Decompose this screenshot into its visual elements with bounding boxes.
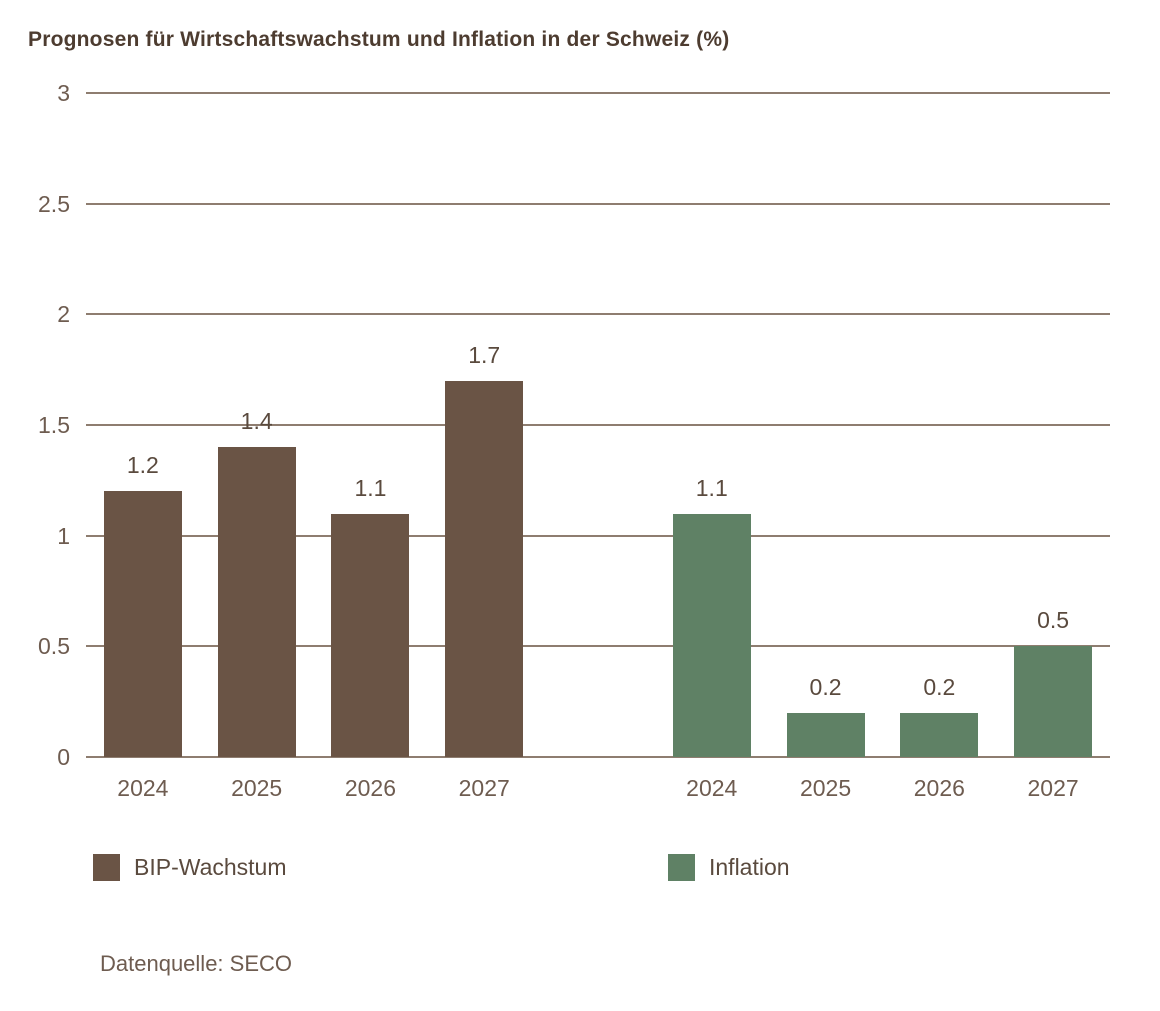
x-axis-tick-label-inflation-2026: 2026 bbox=[913, 775, 965, 801]
value-label-inflation-2027: 0.5 bbox=[1037, 607, 1070, 634]
source-note: Datenquelle: SECO bbox=[100, 951, 292, 976]
gridline bbox=[86, 92, 1110, 94]
legend-swatch-bip-wachstum bbox=[93, 853, 120, 881]
value-label-bip-wachstum-2027: 1.7 bbox=[468, 341, 501, 368]
bar-bip-wachstum-2026 bbox=[331, 513, 410, 757]
legend-item-bip-wachstum: BIP-Wachstum bbox=[93, 853, 287, 881]
y-axis-tick-label: 0.5 bbox=[38, 633, 70, 660]
y-axis-tick-label: 2 bbox=[57, 301, 70, 328]
y-axis-tick-label: 2.5 bbox=[38, 190, 70, 217]
legend-label: Inflation bbox=[709, 854, 790, 880]
legend-label: BIP-Wachstum bbox=[134, 854, 287, 880]
gridline bbox=[86, 313, 1110, 316]
x-axis-tick-label-bip-wachstum-2025: 2025 bbox=[231, 775, 283, 801]
bar-inflation-2025 bbox=[786, 712, 865, 757]
bar-inflation-2024 bbox=[672, 513, 751, 757]
chart-title: Prognosen für Wirtschaftswachstum und In… bbox=[28, 28, 730, 51]
value-label-bip-wachstum-2024: 1.2 bbox=[126, 452, 159, 479]
x-axis-tick-label-bip-wachstum-2026: 2026 bbox=[344, 775, 397, 801]
bar-bip-wachstum-2027 bbox=[445, 380, 524, 757]
value-label-inflation-2025: 0.2 bbox=[809, 673, 842, 700]
gridline bbox=[86, 202, 1110, 205]
value-label-bip-wachstum-2026: 1.1 bbox=[354, 474, 387, 501]
bar-bip-wachstum-2024 bbox=[103, 491, 182, 757]
legend-swatch-inflation bbox=[668, 853, 695, 881]
y-axis-tick-label: 1.5 bbox=[38, 412, 70, 438]
legend-item-inflation: Inflation bbox=[668, 853, 790, 881]
gridline bbox=[86, 756, 1110, 758]
value-label-inflation-2024: 1.1 bbox=[695, 474, 728, 501]
value-label-bip-wachstum-2025: 1.4 bbox=[240, 408, 273, 435]
x-axis-tick-label-bip-wachstum-2027: 2027 bbox=[458, 775, 510, 801]
value-label-inflation-2026: 0.2 bbox=[923, 673, 956, 700]
bar-inflation-2026 bbox=[900, 712, 979, 757]
x-axis-tick-label-inflation-2027: 2027 bbox=[1027, 775, 1079, 801]
gridline bbox=[86, 645, 1110, 648]
x-axis-tick-label-inflation-2024: 2024 bbox=[686, 775, 738, 801]
y-axis-tick-label: 3 bbox=[57, 80, 70, 106]
gridline bbox=[86, 424, 1110, 426]
bar-bip-wachstum-2025 bbox=[217, 447, 296, 757]
gridline bbox=[86, 534, 1110, 537]
x-axis-tick-label-inflation-2025: 2025 bbox=[799, 775, 852, 801]
y-axis-tick-label: 1 bbox=[57, 522, 70, 549]
y-axis-tick-label: 0 bbox=[57, 744, 70, 770]
bar-inflation-2027 bbox=[1014, 646, 1093, 757]
plot-area: 0 0.5 1 1.5 2 2.5 3 1.2 2024 1.4 2025 1.1 2026 1.7 202… bbox=[38, 80, 1110, 801]
x-axis-tick-label-bip-wachstum-2024: 2024 bbox=[117, 775, 169, 801]
